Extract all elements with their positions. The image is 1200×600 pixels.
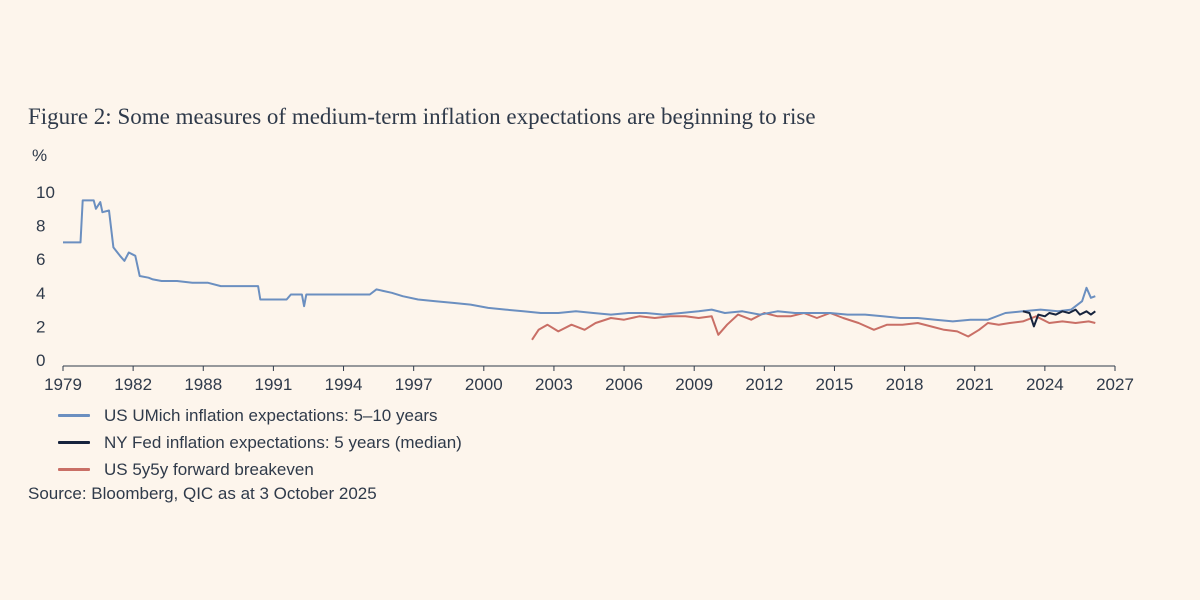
x-tick-label: 1982 [114, 375, 152, 394]
y-tick-label: 6 [36, 250, 45, 269]
chart-title: Figure 2: Some measures of medium-term i… [28, 104, 816, 129]
x-tick-label: 2021 [956, 375, 994, 394]
y-tick-label: 2 [36, 317, 45, 336]
x-tick-label: 2027 [1096, 375, 1134, 394]
series-lines [63, 199, 1096, 341]
series-line-breakeven [531, 312, 1096, 341]
chart-plot-area: % 0 2 4 6 8 10 1979 1982 1988 1991 1994 1997 2000 20… [32, 146, 1134, 394]
x-tick-label: 1979 [44, 375, 82, 394]
x-tick-label: 1988 [184, 375, 222, 394]
x-tick-label: 2003 [535, 375, 573, 394]
legend-swatch-breakeven [58, 468, 90, 471]
x-tick-label: 1994 [325, 375, 363, 394]
legend-item-umich: US UMich inflation expectations: 5–10 ye… [58, 402, 462, 429]
y-tick-label: 8 [36, 217, 45, 236]
series-line-umich [63, 199, 1096, 323]
y-axis-ticks: 0 2 4 6 8 10 [36, 183, 55, 370]
x-tick-label: 2024 [1026, 375, 1064, 394]
x-tick-label: 2006 [605, 375, 643, 394]
legend-item-nyfed: NY Fed inflation expectations: 5 years (… [58, 429, 462, 456]
x-tick-label: 2000 [465, 375, 503, 394]
legend-label-breakeven: US 5y5y forward breakeven [104, 459, 314, 479]
series-line-nyfed [1022, 308, 1096, 328]
source-note: Source: Bloomberg, QIC as at 3 October 2… [28, 484, 377, 503]
y-tick-label: 0 [36, 351, 45, 370]
x-tick-label: 2015 [816, 375, 854, 394]
x-axis-ticks: 1979 1982 1988 1991 1994 1997 2000 2003 2006 2009… [44, 366, 1134, 394]
legend-swatch-nyfed [58, 441, 90, 444]
legend: US UMich inflation expectations: 5–10 ye… [58, 402, 462, 483]
y-tick-label: 10 [36, 183, 55, 202]
x-tick-label: 2009 [675, 375, 713, 394]
legend-item-breakeven: US 5y5y forward breakeven [58, 456, 462, 483]
x-tick-label: 1991 [254, 375, 292, 394]
y-tick-label: 4 [36, 284, 45, 303]
legend-label-nyfed: NY Fed inflation expectations: 5 years (… [104, 432, 462, 452]
x-tick-label: 2012 [745, 375, 783, 394]
x-tick-label: 2018 [886, 375, 924, 394]
x-tick-label: 1997 [395, 375, 433, 394]
y-axis-unit-label: % [32, 146, 47, 165]
legend-label-umich: US UMich inflation expectations: 5–10 ye… [104, 405, 438, 425]
legend-swatch-umich [58, 414, 90, 417]
